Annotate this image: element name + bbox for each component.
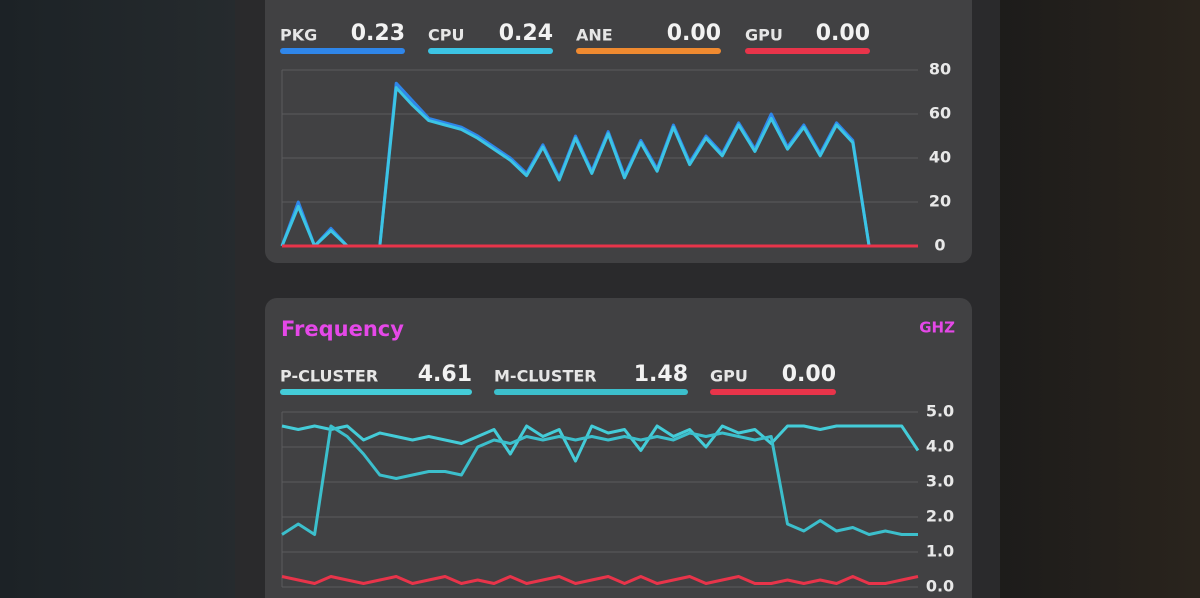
legend-label: GPU <box>710 367 748 386</box>
panel <box>265 298 972 598</box>
y-tick-label: 20 <box>929 192 951 211</box>
series-line <box>281 424 918 536</box>
legend-value: 0.00 <box>782 362 836 387</box>
series-line <box>280 86 918 248</box>
legend-value: 0.00 <box>816 21 870 46</box>
legend-label: CPU <box>428 26 464 45</box>
unit-label: GHZ <box>919 319 955 337</box>
legend-swatch <box>710 389 836 395</box>
y-tick-label: 4.0 <box>926 437 954 456</box>
y-tick-label: 2.0 <box>926 507 954 526</box>
panel-title: Frequency <box>281 317 404 341</box>
legend-label: M-CLUSTER <box>494 367 597 386</box>
series-line <box>281 575 919 585</box>
y-tick-label: 80 <box>929 60 951 79</box>
legend-value: 4.61 <box>418 362 472 387</box>
legend-swatch <box>494 389 688 395</box>
y-tick-label: 0 <box>934 236 945 255</box>
legend-value: 0.24 <box>499 21 553 46</box>
legend-label: GPU <box>745 26 783 45</box>
legend-value: 0.00 <box>667 21 721 46</box>
legend-swatch <box>576 48 721 54</box>
y-tick-label: 0.0 <box>926 577 954 596</box>
series-line <box>281 424 920 463</box>
legend-label: PKG <box>280 26 317 45</box>
y-tick-label: 40 <box>929 148 951 167</box>
y-tick-label: 60 <box>929 104 951 123</box>
legend-value: 1.48 <box>634 362 688 387</box>
y-tick-label: 1.0 <box>926 542 954 561</box>
legend-swatch <box>280 389 472 395</box>
y-tick-label: 5.0 <box>926 402 954 421</box>
panel <box>265 0 972 263</box>
legend-swatch <box>428 48 553 54</box>
legend-value: 0.23 <box>351 21 405 46</box>
legend-swatch <box>280 48 405 54</box>
legend-label: P-CLUSTER <box>280 367 378 386</box>
y-tick-label: 3.0 <box>926 472 954 491</box>
legend-label: ANE <box>576 26 613 45</box>
legend-swatch <box>745 48 870 54</box>
